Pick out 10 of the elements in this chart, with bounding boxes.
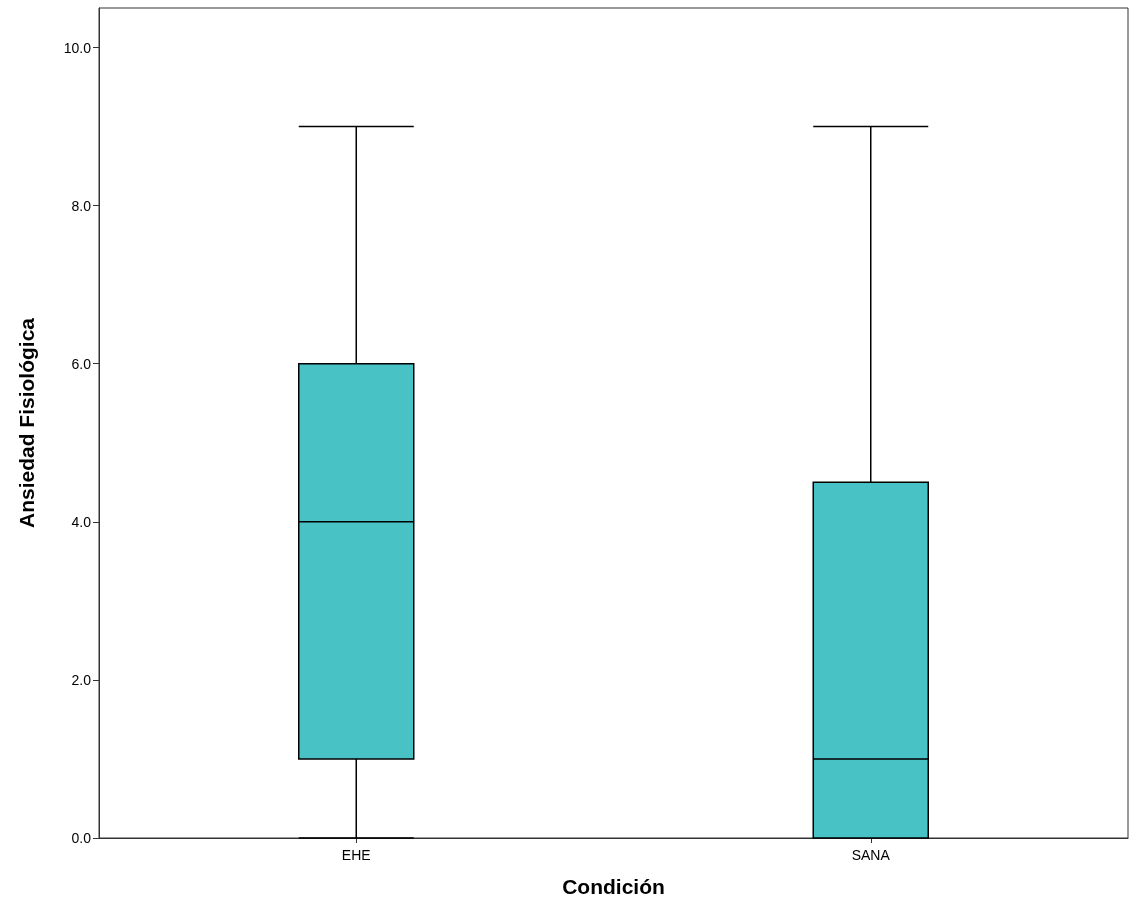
y-tick-label: 10.0: [63, 39, 92, 56]
x-tick-label: EHE: [341, 847, 371, 863]
x-axis-title: Condición: [562, 875, 665, 898]
y-axis-title: Ansiedad Fisiológica: [15, 317, 38, 529]
y-tick-label: 4.0: [71, 513, 92, 530]
y-tick-label: 2.0: [71, 671, 92, 688]
x-tick-label: SANA: [851, 847, 891, 863]
y-tick-label: 8.0: [71, 197, 92, 214]
y-tick-label: 0.0: [71, 830, 92, 846]
y-tick-label: 6.0: [71, 355, 92, 372]
